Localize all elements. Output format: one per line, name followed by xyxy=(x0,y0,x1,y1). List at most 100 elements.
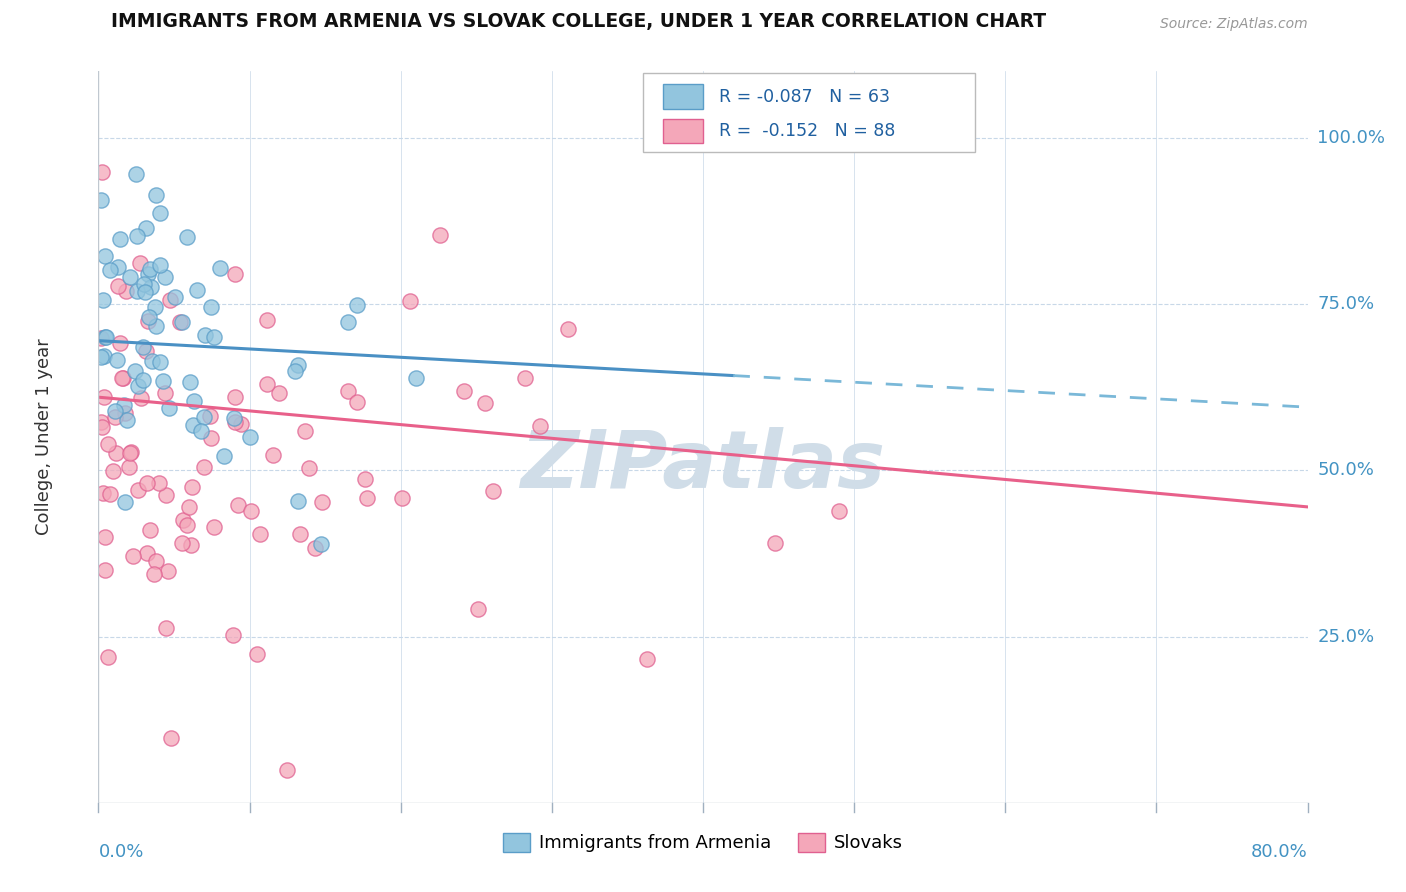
Point xyxy=(132,277,155,292)
Point xyxy=(111,371,134,385)
Point xyxy=(515,371,537,385)
Point xyxy=(127,483,149,497)
Point xyxy=(214,449,236,463)
Point xyxy=(145,187,167,202)
Legend: Immigrants from Armenia, Slovaks: Immigrants from Armenia, Slovaks xyxy=(495,826,911,860)
Point xyxy=(138,261,160,276)
Text: R =  -0.152   N = 88: R = -0.152 N = 88 xyxy=(718,122,896,140)
Point xyxy=(143,300,166,314)
Point xyxy=(399,293,422,308)
Point xyxy=(193,460,215,475)
Point xyxy=(125,285,148,299)
Point xyxy=(202,330,225,344)
Point xyxy=(176,517,198,532)
Point xyxy=(157,564,180,578)
Point xyxy=(226,499,249,513)
Point xyxy=(129,256,152,270)
Point xyxy=(239,430,262,444)
Text: 100.0%: 100.0% xyxy=(1317,128,1385,147)
Point xyxy=(114,494,136,508)
Point xyxy=(186,283,208,297)
Point xyxy=(136,546,159,560)
Point xyxy=(104,404,127,418)
Point xyxy=(118,446,141,460)
Point xyxy=(181,417,204,432)
Point xyxy=(93,329,115,343)
Point xyxy=(149,206,172,220)
Point xyxy=(224,267,246,281)
Point xyxy=(240,503,263,517)
Text: IMMIGRANTS FROM ARMENIA VS SLOVAK COLLEGE, UNDER 1 YEAR CORRELATION CHART: IMMIGRANTS FROM ARMENIA VS SLOVAK COLLEG… xyxy=(111,12,1046,31)
Point xyxy=(107,279,129,293)
Point xyxy=(190,424,212,438)
Point xyxy=(129,392,152,406)
Point xyxy=(391,491,413,506)
Point xyxy=(346,394,368,409)
Point xyxy=(311,495,333,509)
Point xyxy=(93,349,115,363)
FancyBboxPatch shape xyxy=(664,84,703,109)
Point xyxy=(246,647,269,661)
Point xyxy=(160,731,183,745)
Point xyxy=(148,475,170,490)
Point xyxy=(138,267,160,281)
Point xyxy=(120,445,142,459)
Point xyxy=(98,262,121,277)
Point xyxy=(482,483,505,498)
Point xyxy=(557,322,579,336)
Point xyxy=(145,554,167,568)
Point xyxy=(163,290,186,304)
Point xyxy=(135,344,157,359)
Point xyxy=(118,459,141,474)
Point xyxy=(135,220,157,235)
FancyBboxPatch shape xyxy=(664,119,703,144)
Text: College, Under 1 year: College, Under 1 year xyxy=(35,339,53,535)
Point xyxy=(104,410,127,425)
Point xyxy=(169,315,191,329)
Point xyxy=(176,230,198,244)
Point xyxy=(91,165,114,179)
Point xyxy=(153,269,176,284)
Point xyxy=(200,300,222,314)
Point xyxy=(127,228,149,243)
Point xyxy=(763,536,786,550)
Point xyxy=(131,340,153,354)
Point xyxy=(90,350,112,364)
Point xyxy=(97,437,120,451)
Point xyxy=(194,327,217,342)
Point xyxy=(97,649,120,664)
Point xyxy=(115,413,138,427)
Point xyxy=(353,472,375,486)
Point xyxy=(262,448,284,462)
Point xyxy=(153,386,176,401)
Point xyxy=(429,227,451,242)
Point xyxy=(91,486,114,500)
Point xyxy=(304,541,326,556)
Text: 80.0%: 80.0% xyxy=(1251,843,1308,861)
Point xyxy=(170,536,193,550)
Point xyxy=(132,373,155,387)
FancyBboxPatch shape xyxy=(643,73,976,152)
Point xyxy=(96,330,118,344)
Point xyxy=(118,269,141,284)
Point xyxy=(101,464,124,478)
Point xyxy=(90,415,112,429)
Text: ZIPatlas: ZIPatlas xyxy=(520,427,886,506)
Point xyxy=(138,310,160,324)
Point xyxy=(453,384,475,398)
Point xyxy=(474,396,496,410)
Point xyxy=(276,763,298,777)
Point xyxy=(141,353,163,368)
Point xyxy=(309,536,332,550)
Point xyxy=(229,417,252,431)
Point xyxy=(112,398,135,412)
Point xyxy=(172,513,194,527)
Point xyxy=(202,520,225,534)
Point xyxy=(177,500,200,514)
Point xyxy=(267,386,290,401)
Point xyxy=(287,494,309,508)
Point xyxy=(114,406,136,420)
Point xyxy=(181,480,204,494)
Point xyxy=(828,504,851,518)
Point xyxy=(114,285,136,299)
